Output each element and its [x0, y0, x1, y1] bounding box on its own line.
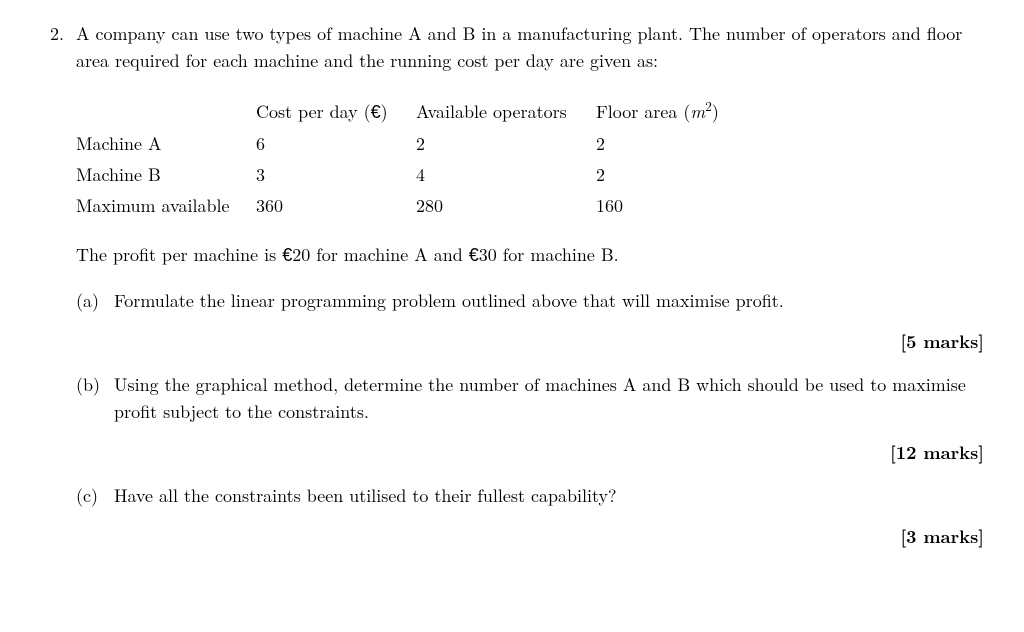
row-label: Maximum available	[76, 190, 256, 221]
marks-c: [3 marks]	[76, 523, 984, 550]
row-area: 2	[596, 159, 746, 190]
problem-container: 2. A company can use two types of machin…	[40, 20, 984, 566]
profit-amount-a: 20 for machine A and	[292, 242, 469, 267]
area-prefix: Floor area (	[596, 99, 690, 124]
header-area: Floor area (m2)	[596, 94, 746, 128]
row-label: Machine B	[76, 159, 256, 190]
header-operators: Available operators	[416, 94, 596, 128]
area-unit-base: m	[690, 99, 705, 124]
constraints-table: Cost per day (€) Available operators Flo…	[76, 94, 746, 221]
row-area: 2	[596, 128, 746, 159]
row-operators: 2	[416, 128, 596, 159]
profit-prefix: The profit per machine is	[76, 242, 282, 267]
table-row: Maximum available 360 280 160	[76, 190, 746, 221]
row-cost: 360	[256, 190, 416, 221]
euro-symbol: €	[282, 245, 292, 265]
subpart-label: (a)	[76, 287, 104, 314]
marks-a: [5 marks]	[76, 328, 984, 355]
row-area: 160	[596, 190, 746, 221]
row-operators: 280	[416, 190, 596, 221]
euro-symbol: €	[469, 245, 479, 265]
header-blank	[76, 94, 256, 128]
problem-number: 2.	[40, 20, 64, 566]
subpart-label: (c)	[76, 482, 104, 509]
intro-text: A company can use two types of machine A…	[76, 20, 984, 74]
area-suffix: )	[712, 99, 719, 124]
row-label: Machine A	[76, 128, 256, 159]
subpart-text: Using the graphical method, determine th…	[114, 371, 984, 425]
subpart-a: (a) Formulate the linear programming pro…	[76, 287, 984, 314]
table-row: Machine B 3 4 2	[76, 159, 746, 190]
problem-body: A company can use two types of machine A…	[76, 20, 984, 566]
profit-amount-b: 30 for machine B.	[479, 242, 619, 267]
table-header-row: Cost per day (€) Available operators Flo…	[76, 94, 746, 128]
area-unit-exp: 2	[705, 96, 712, 115]
row-cost: 3	[256, 159, 416, 190]
subparts-container: (a) Formulate the linear programming pro…	[76, 287, 984, 550]
subpart-label: (b)	[76, 371, 104, 425]
subpart-b: (b) Using the graphical method, determin…	[76, 371, 984, 425]
table-row: Machine A 6 2 2	[76, 128, 746, 159]
profit-statement: The profit per machine is €20 for machin…	[76, 241, 984, 269]
cost-prefix: Cost per day (	[256, 99, 371, 124]
row-operators: 4	[416, 159, 596, 190]
subpart-text: Have all the constraints been utilised t…	[114, 482, 984, 509]
marks-b: [12 marks]	[76, 439, 984, 466]
subpart-text: Formulate the linear programming problem…	[114, 287, 984, 314]
row-cost: 6	[256, 128, 416, 159]
subpart-c: (c) Have all the constraints been utilis…	[76, 482, 984, 509]
header-cost: Cost per day (€)	[256, 94, 416, 128]
cost-suffix: )	[381, 99, 388, 124]
euro-symbol: €	[371, 102, 381, 122]
